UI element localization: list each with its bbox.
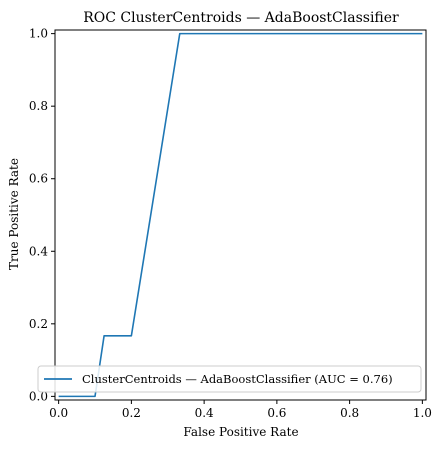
x-tick-label: 0.8 <box>340 406 359 420</box>
y-tick-label: 0.0 <box>29 389 48 403</box>
axes-frame <box>54 29 427 401</box>
roc-curve-line <box>58 32 423 398</box>
x-tick-label: 0.4 <box>195 406 214 420</box>
y-axis-label: True Positive Rate <box>7 158 21 270</box>
plot-area: 0.0 0.2 0.4 0.6 0.8 1.0 0.0 0.2 0.4 0.6 0.8 1.0 <box>29 27 432 420</box>
series-layer <box>58 32 423 398</box>
y-axis-ticks: 0.0 0.2 0.4 0.6 0.8 1.0 <box>29 27 55 403</box>
x-tick-label: 0.6 <box>267 406 286 420</box>
y-tick-label: 0.8 <box>29 99 48 113</box>
y-tick-label: 1.0 <box>29 27 48 41</box>
y-tick-label: 0.6 <box>29 172 48 186</box>
y-tick-label: 0.4 <box>29 244 48 258</box>
x-tick-label: 1.0 <box>413 406 432 420</box>
chart-title: ROC ClusterCentroids — AdaBoostClassifie… <box>83 10 399 26</box>
x-axis-ticks: 0.0 0.2 0.4 0.6 0.8 1.0 <box>49 400 432 420</box>
y-tick-label: 0.2 <box>29 317 48 331</box>
legend-entry-label: ClusterCentroids — AdaBoostClassifier (A… <box>82 372 393 386</box>
x-axis-label: False Positive Rate <box>183 425 298 439</box>
legend-box <box>37 365 422 393</box>
x-tick-label: 0.0 <box>49 406 68 420</box>
x-tick-label: 0.2 <box>122 406 141 420</box>
legend: ClusterCentroids — AdaBoostClassifier (A… <box>37 365 422 393</box>
